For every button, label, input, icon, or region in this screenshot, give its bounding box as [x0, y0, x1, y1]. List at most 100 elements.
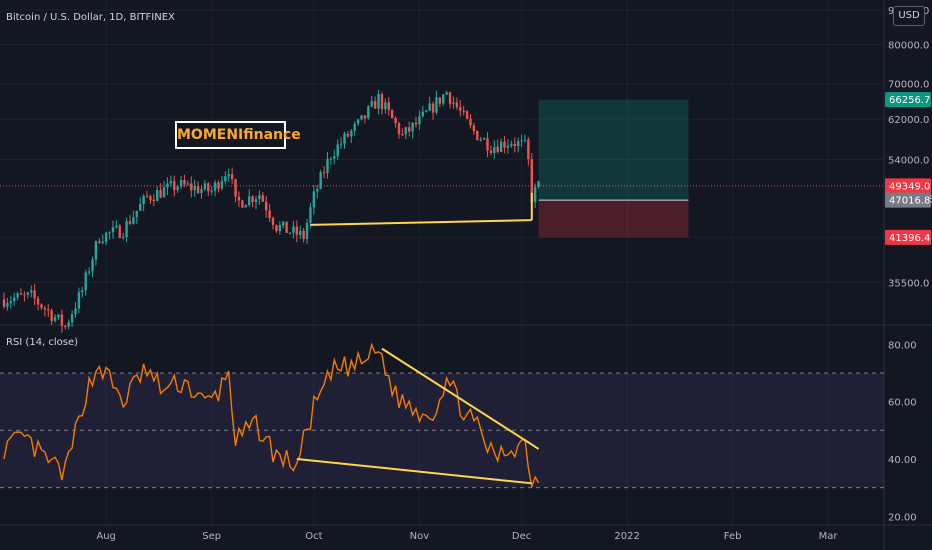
candle-body	[139, 204, 142, 211]
candle-body	[67, 322, 70, 327]
candle-body	[316, 188, 319, 192]
candle-body	[384, 102, 387, 110]
candle-body	[387, 102, 390, 111]
rsi-trendline[interactable]	[381, 347, 540, 450]
price-tick-label: 54000.0	[888, 156, 929, 167]
candle-body	[30, 290, 33, 293]
candle-body	[104, 232, 108, 242]
candle-body	[479, 139, 482, 141]
candle-body	[2, 299, 6, 307]
candle-body	[506, 145, 510, 148]
candle-body	[343, 133, 346, 144]
candle-body	[207, 183, 210, 192]
candle-body	[9, 301, 13, 304]
candle-body	[489, 150, 493, 154]
candle-body	[43, 307, 47, 310]
candle-body	[462, 110, 465, 112]
candle-body	[336, 144, 339, 157]
candle-body	[152, 199, 156, 201]
candle-body	[84, 272, 87, 291]
candle-body	[435, 97, 438, 113]
price-badge-label: 66256.7	[889, 95, 930, 106]
price-trendlines[interactable]	[310, 192, 533, 226]
candle-body	[115, 225, 118, 228]
time-tick-label: 2022	[614, 531, 639, 542]
candle-body	[476, 130, 479, 141]
candle-body	[220, 181, 224, 189]
candle-body	[118, 225, 121, 238]
candle-body	[523, 139, 527, 141]
candle-body	[465, 111, 469, 119]
price-badge-bg	[885, 192, 931, 208]
rsi-tick-label: 60.00	[888, 398, 917, 409]
price-trendline[interactable]	[310, 219, 532, 226]
price-candles	[2, 89, 540, 333]
candle-body	[469, 118, 472, 126]
candle-body	[459, 107, 462, 111]
candle-body	[50, 310, 53, 321]
candle-body	[445, 92, 448, 95]
candle-body	[128, 221, 132, 224]
price-badge-bg	[885, 92, 931, 108]
candle-body	[288, 232, 292, 234]
candle-body	[404, 127, 407, 135]
target-zone[interactable]	[538, 99, 689, 201]
candle-body	[166, 183, 169, 188]
candle-body	[237, 196, 241, 201]
candle-body	[40, 304, 43, 308]
candle-body	[74, 308, 77, 315]
price-tick-label: 62000.0	[888, 115, 929, 126]
stop-zone[interactable]	[538, 200, 689, 238]
candle-body	[261, 195, 264, 202]
candle-body	[312, 191, 316, 208]
candle-body	[390, 110, 394, 119]
candle-body	[407, 127, 411, 132]
price-tick-label: 70000.0	[888, 80, 929, 91]
candle-body	[397, 123, 401, 135]
time-tick-label: Sep	[202, 531, 221, 542]
candle-body	[363, 115, 367, 119]
currency-button[interactable]: USD	[893, 6, 925, 26]
candle-body	[353, 123, 356, 131]
candle-body	[414, 122, 418, 125]
candle-body	[510, 143, 513, 146]
candle-body	[101, 241, 104, 243]
candle-body	[380, 94, 384, 110]
candle-body	[438, 97, 442, 104]
candle-body	[241, 200, 244, 208]
candle-body	[322, 172, 326, 174]
rsi-line	[3, 342, 540, 489]
candle-body	[271, 218, 275, 226]
rsi-trendline[interactable]	[296, 457, 532, 485]
candle-body	[142, 195, 145, 205]
candle-body	[70, 314, 74, 323]
price-tick-label: 80000.0	[888, 40, 929, 51]
candle-body	[513, 143, 516, 147]
long-position-tool[interactable]	[538, 99, 689, 238]
candle-body	[329, 158, 333, 160]
candle-body	[47, 309, 50, 311]
candle-body	[98, 241, 101, 243]
candle-body	[111, 227, 115, 233]
candle-body	[193, 186, 196, 191]
candle-body	[516, 141, 520, 147]
candle-body	[81, 290, 84, 293]
candle-body	[57, 314, 60, 318]
price-badge-label: 41396.4	[889, 233, 930, 244]
candle-body	[234, 178, 237, 197]
candle-body	[530, 159, 533, 203]
candle-body	[254, 199, 258, 203]
candle-body	[156, 189, 159, 201]
candle-body	[401, 134, 404, 136]
candle-body	[503, 141, 506, 148]
candle-body	[26, 292, 30, 295]
time-axis[interactable]: Aug Sep Oct Nov Dec 2022 Feb Mar	[96, 531, 838, 542]
candle-body	[258, 195, 261, 200]
rsi-panel	[0, 342, 884, 489]
rsi-axis[interactable]: 80.00 60.00 40.00 20.00	[888, 340, 917, 523]
rsi-trendlines[interactable]	[296, 347, 540, 485]
candle-body	[425, 110, 428, 112]
